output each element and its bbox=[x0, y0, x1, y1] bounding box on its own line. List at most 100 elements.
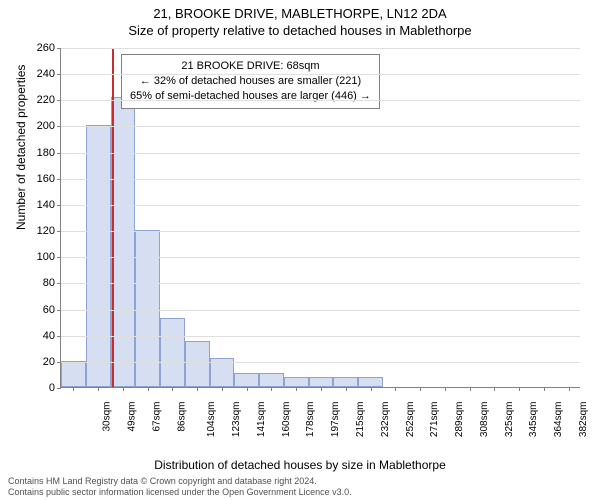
xtick-mark bbox=[420, 387, 421, 391]
gridline bbox=[61, 153, 580, 154]
ytick-label: 20 bbox=[43, 356, 55, 368]
annotation-line-3: 65% of semi-detached houses are larger (… bbox=[130, 89, 371, 104]
xtick-mark bbox=[247, 387, 248, 391]
ytick-label: 180 bbox=[37, 147, 55, 159]
gridline bbox=[61, 310, 580, 311]
xtick-label: 215sqm bbox=[355, 402, 366, 438]
gridline bbox=[61, 336, 580, 337]
histogram-bar bbox=[185, 341, 210, 387]
ytick-label: 100 bbox=[37, 251, 55, 263]
xtick-label: 308sqm bbox=[479, 402, 490, 438]
ytick-label: 220 bbox=[37, 94, 55, 106]
gridline bbox=[61, 362, 580, 363]
xtick-mark bbox=[395, 387, 396, 391]
histogram-bar bbox=[61, 361, 86, 387]
ytick-mark bbox=[57, 336, 61, 337]
xtick-label: 289sqm bbox=[454, 402, 465, 438]
histogram-bar bbox=[309, 377, 334, 387]
xtick-label: 30sqm bbox=[102, 402, 113, 432]
xtick-label: 86sqm bbox=[176, 402, 187, 432]
xtick-mark bbox=[98, 387, 99, 391]
histogram-bar bbox=[111, 97, 136, 387]
histogram-bar bbox=[333, 377, 358, 387]
chart-area: 21 BROOKE DRIVE: 68sqm ← 32% of detached… bbox=[60, 48, 580, 418]
xtick-label: 123sqm bbox=[231, 402, 242, 438]
xtick-mark bbox=[271, 387, 272, 391]
ytick-label: 240 bbox=[37, 68, 55, 80]
footer-attribution: Contains HM Land Registry data © Crown c… bbox=[8, 476, 352, 499]
ytick-label: 140 bbox=[37, 199, 55, 211]
xtick-mark bbox=[371, 387, 372, 391]
ytick-mark bbox=[57, 362, 61, 363]
ytick-mark bbox=[57, 48, 61, 49]
xtick-label: 345sqm bbox=[528, 402, 539, 438]
annotation-line-2: ← 32% of detached houses are smaller (22… bbox=[130, 74, 371, 89]
ytick-mark bbox=[57, 179, 61, 180]
gridline bbox=[61, 100, 580, 101]
histogram-bar bbox=[284, 377, 309, 387]
gridline bbox=[61, 74, 580, 75]
xtick-mark bbox=[544, 387, 545, 391]
xtick-mark bbox=[519, 387, 520, 391]
xtick-label: 49sqm bbox=[127, 402, 138, 432]
xtick-mark bbox=[73, 387, 74, 391]
histogram-bar bbox=[259, 373, 284, 387]
xtick-label: 104sqm bbox=[207, 402, 218, 438]
xtick-mark bbox=[569, 387, 570, 391]
plot-area: 21 BROOKE DRIVE: 68sqm ← 32% of detached… bbox=[60, 48, 580, 388]
ytick-mark bbox=[57, 126, 61, 127]
ytick-mark bbox=[57, 231, 61, 232]
ytick-label: 80 bbox=[43, 277, 55, 289]
ytick-label: 200 bbox=[37, 120, 55, 132]
xtick-mark bbox=[445, 387, 446, 391]
xtick-mark bbox=[172, 387, 173, 391]
ytick-mark bbox=[57, 100, 61, 101]
xtick-mark bbox=[148, 387, 149, 391]
xtick-label: 252sqm bbox=[405, 402, 416, 438]
gridline bbox=[61, 283, 580, 284]
gridline bbox=[61, 257, 580, 258]
xtick-label: 178sqm bbox=[306, 402, 317, 438]
xtick-label: 271sqm bbox=[429, 402, 440, 438]
ytick-label: 120 bbox=[37, 225, 55, 237]
page-subtitle: Size of property relative to detached ho… bbox=[0, 23, 600, 38]
gridline bbox=[61, 48, 580, 49]
ytick-label: 0 bbox=[49, 382, 55, 394]
ytick-mark bbox=[57, 257, 61, 258]
xtick-label: 67sqm bbox=[151, 402, 162, 432]
xtick-label: 364sqm bbox=[553, 402, 564, 438]
annotation-line-1: 21 BROOKE DRIVE: 68sqm bbox=[130, 59, 371, 74]
xtick-label: 141sqm bbox=[256, 402, 267, 438]
xtick-label: 325sqm bbox=[504, 402, 515, 438]
histogram-bar bbox=[234, 373, 259, 387]
gridline bbox=[61, 126, 580, 127]
xtick-mark bbox=[222, 387, 223, 391]
ytick-label: 40 bbox=[43, 330, 55, 342]
ytick-mark bbox=[57, 205, 61, 206]
xtick-mark bbox=[123, 387, 124, 391]
xtick-label: 232sqm bbox=[380, 402, 391, 438]
x-axis-label: Distribution of detached houses by size … bbox=[0, 458, 600, 472]
gridline bbox=[61, 231, 580, 232]
ytick-mark bbox=[57, 388, 61, 389]
xtick-mark bbox=[321, 387, 322, 391]
xtick-label: 197sqm bbox=[330, 402, 341, 438]
y-axis-label: Number of detached properties bbox=[14, 65, 28, 230]
histogram-bar bbox=[135, 230, 160, 387]
ytick-mark bbox=[57, 74, 61, 75]
xtick-label: 160sqm bbox=[281, 402, 292, 438]
xtick-mark bbox=[296, 387, 297, 391]
histogram-bar bbox=[160, 318, 185, 387]
ytick-mark bbox=[57, 153, 61, 154]
ytick-label: 160 bbox=[37, 173, 55, 185]
xtick-mark bbox=[197, 387, 198, 391]
gridline bbox=[61, 179, 580, 180]
xtick-mark bbox=[470, 387, 471, 391]
xtick-mark bbox=[494, 387, 495, 391]
gridline bbox=[61, 205, 580, 206]
ytick-mark bbox=[57, 310, 61, 311]
xtick-mark bbox=[346, 387, 347, 391]
xtick-label: 382sqm bbox=[578, 402, 589, 438]
ytick-label: 60 bbox=[43, 304, 55, 316]
footer-line-1: Contains HM Land Registry data © Crown c… bbox=[8, 476, 352, 487]
